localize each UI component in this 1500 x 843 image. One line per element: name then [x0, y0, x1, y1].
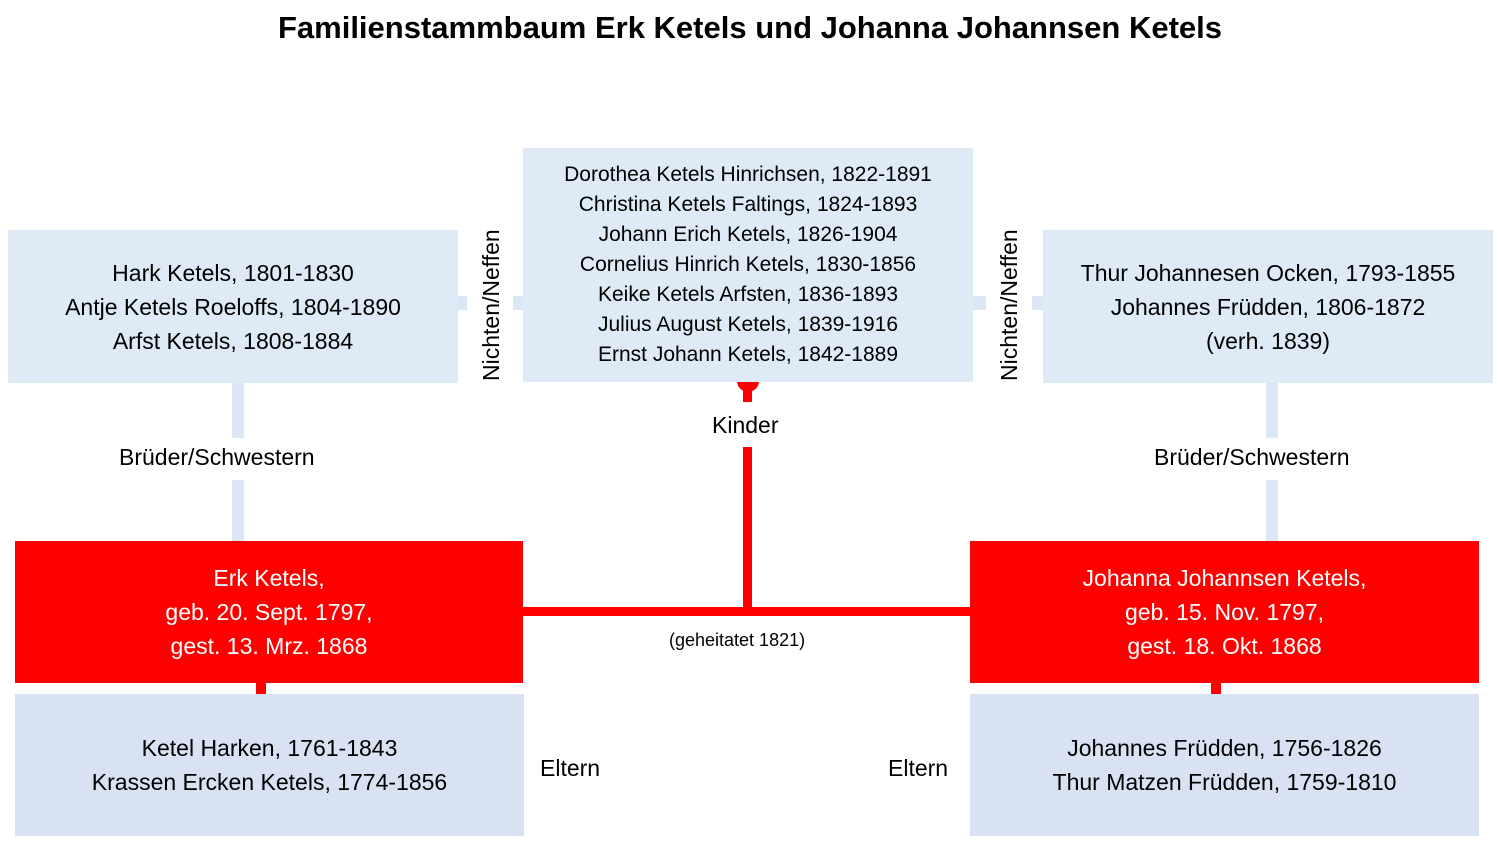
connector-nichten-to-children-left [513, 296, 525, 310]
child-name: Keike Ketels Arfsten, 1836-1893 [597, 283, 899, 306]
child-name: Christina Ketels Faltings, 1824-1893 [578, 193, 918, 216]
sibling-name: Arfst Ketels, 1808-1884 [112, 327, 354, 354]
child-name: Johann Erich Ketels, 1826-1904 [598, 223, 898, 246]
erk-birth: geb. 20. Sept. 1797, [165, 599, 373, 625]
johanna-parents-connector [1211, 682, 1221, 695]
sibling-name: Johannes Früdden, 1806-1872 [1110, 293, 1426, 320]
page-title: Familienstammbaum Erk Ketels und Johanna… [277, 10, 1223, 45]
children-stem-upper [743, 386, 752, 402]
child-name: Ernst Johann Ketels, 1842-1889 [597, 343, 899, 366]
parent-name: Johannes Früdden, 1756-1826 [1067, 735, 1382, 761]
sibling-name: Antje Ketels Roeloffs, 1804-1890 [65, 293, 401, 320]
eltern-label-right: Eltern [888, 755, 949, 781]
sibling-name: Thur Johannesen Ocken, 1793-1855 [1080, 259, 1456, 286]
johanna-death: gest. 18. Okt. 1868 [1127, 633, 1322, 659]
brueder-schwestern-label-left: Brüder/Schwestern [119, 444, 315, 470]
connector-nichten-to-right-sibling [1032, 296, 1044, 310]
right-siblings-box: Thur Johannesen Ocken, 1793-1855 Johanne… [1043, 230, 1493, 383]
connector-left-sibling-down-top [232, 382, 244, 438]
connector-right-sibling-down-bottom [1266, 480, 1278, 542]
parent-name: Krassen Ercken Ketels, 1774-1856 [91, 769, 448, 795]
parent-name: Ketel Harken, 1761-1843 [141, 735, 398, 761]
left-siblings-box: Hark Ketels, 1801-1830 Antje Ketels Roel… [8, 230, 458, 383]
johanna-ketels-box: Johanna Johannsen Ketels, geb. 15. Nov. … [970, 541, 1479, 683]
brueder-schwestern-label-right: Brüder/Schwestern [1154, 444, 1350, 470]
children-stem-lower [743, 447, 752, 612]
married-label: (geheitatet 1821) [669, 630, 806, 650]
erk-parents-connector [256, 682, 266, 695]
kinder-label: Kinder [712, 412, 779, 438]
parent-name: Thur Matzen Früdden, 1759-1810 [1052, 769, 1397, 795]
child-name: Cornelius Hinrich Ketels, 1830-1856 [579, 253, 917, 276]
johanna-name: Johanna Johannsen Ketels, [1082, 565, 1367, 591]
johanna-parents-box: Johannes Früdden, 1756-1826 Thur Matzen … [970, 694, 1479, 836]
connector-left-sibling-to-nichten [455, 296, 467, 310]
child-name: Julius August Ketels, 1839-1916 [597, 313, 899, 336]
nichten-neffen-label-left: Nichten/Neffen [478, 229, 504, 381]
eltern-label-left: Eltern [540, 755, 601, 781]
sibling-name: Hark Ketels, 1801-1830 [112, 259, 354, 286]
sibling-note: (verh. 1839) [1205, 327, 1330, 354]
erk-parents-box: Ketel Harken, 1761-1843 Krassen Ercken K… [15, 694, 524, 836]
nichten-neffen-label-right: Nichten/Neffen [996, 229, 1022, 381]
erk-name: Erk Ketels, [213, 565, 325, 591]
johanna-birth: geb. 15. Nov. 1797, [1124, 599, 1325, 625]
connector-children-to-nichten-right [972, 296, 986, 310]
erk-ketels-box: Erk Ketels, geb. 20. Sept. 1797, gest. 1… [15, 541, 523, 683]
child-name: Dorothea Ketels Hinrichsen, 1822-1891 [564, 163, 932, 186]
children-box: Dorothea Ketels Hinrichsen, 1822-1891 Ch… [523, 148, 973, 382]
connector-left-sibling-down-bottom [232, 480, 244, 542]
erk-death: gest. 13. Mrz. 1868 [170, 633, 368, 659]
connector-right-sibling-down-top [1266, 382, 1278, 438]
